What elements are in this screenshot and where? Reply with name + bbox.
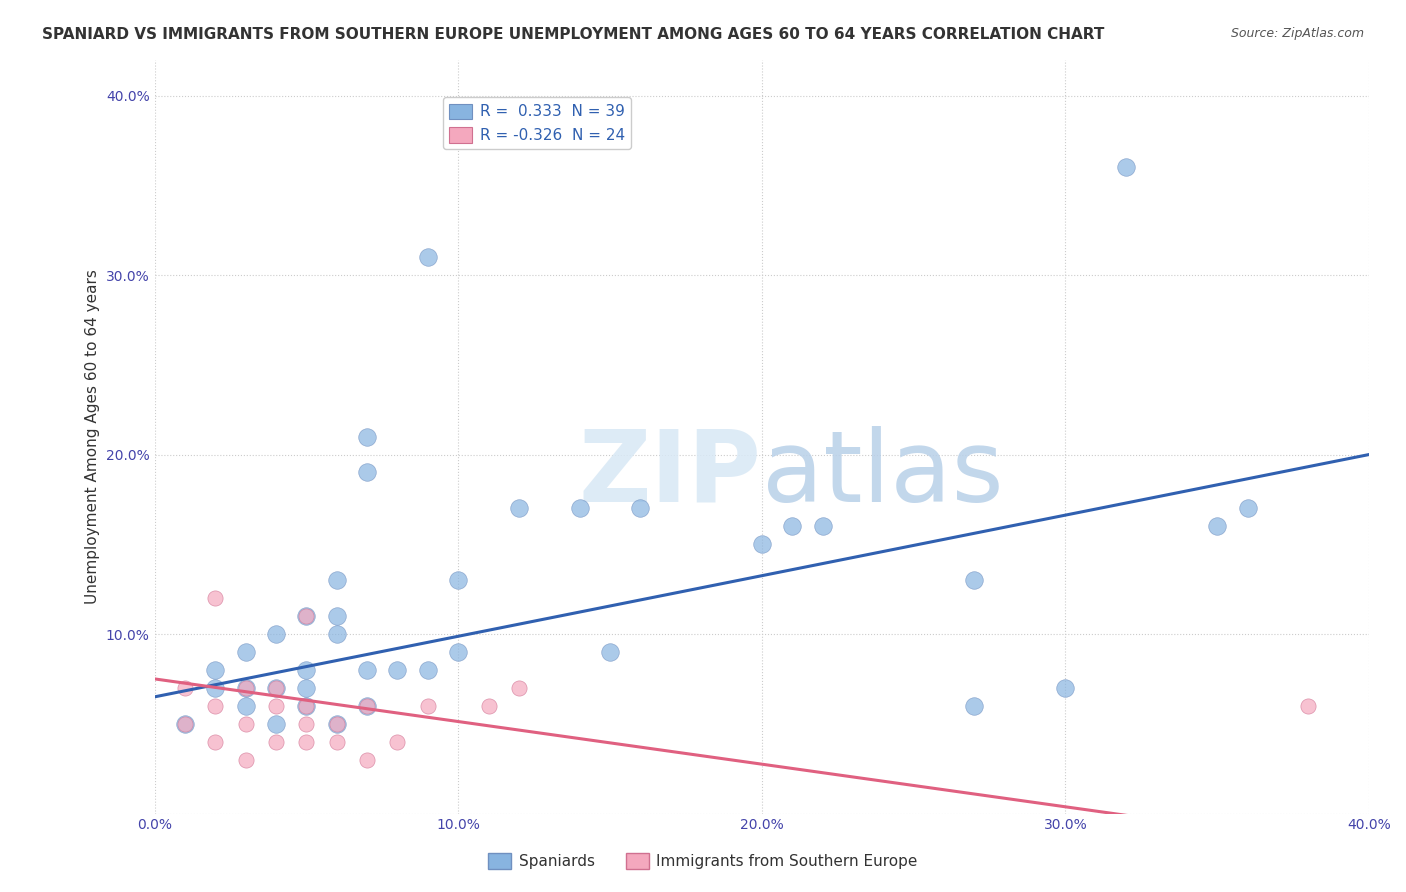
- Point: [416, 663, 439, 677]
- Legend: R =  0.333  N = 39, R = -0.326  N = 24: R = 0.333 N = 39, R = -0.326 N = 24: [443, 97, 631, 149]
- Point: [1206, 519, 1229, 533]
- Point: [628, 501, 651, 516]
- Point: [174, 716, 197, 731]
- Point: [780, 519, 803, 533]
- Point: [356, 753, 378, 767]
- Point: [356, 698, 378, 713]
- Point: [235, 681, 257, 695]
- Point: [387, 735, 409, 749]
- Point: [295, 681, 318, 695]
- Text: Source: ZipAtlas.com: Source: ZipAtlas.com: [1230, 27, 1364, 40]
- Legend: Spaniards, Immigrants from Southern Europe: Spaniards, Immigrants from Southern Euro…: [482, 847, 924, 875]
- Point: [1298, 698, 1320, 713]
- Point: [1236, 501, 1258, 516]
- Point: [447, 645, 470, 659]
- Point: [235, 645, 257, 659]
- Point: [295, 663, 318, 677]
- Point: [326, 627, 349, 641]
- Point: [174, 681, 197, 695]
- Point: [387, 663, 409, 677]
- Point: [326, 716, 349, 731]
- Point: [264, 735, 287, 749]
- Text: ZIP: ZIP: [579, 425, 762, 523]
- Point: [295, 609, 318, 624]
- Point: [963, 698, 986, 713]
- Point: [235, 753, 257, 767]
- Point: [416, 698, 439, 713]
- Point: [235, 716, 257, 731]
- Point: [204, 681, 226, 695]
- Point: [235, 681, 257, 695]
- Point: [356, 663, 378, 677]
- Point: [295, 716, 318, 731]
- Point: [235, 698, 257, 713]
- Point: [568, 501, 591, 516]
- Point: [599, 645, 621, 659]
- Point: [264, 681, 287, 695]
- Point: [204, 698, 226, 713]
- Point: [264, 681, 287, 695]
- Point: [508, 681, 530, 695]
- Point: [326, 716, 349, 731]
- Point: [478, 698, 501, 713]
- Point: [447, 573, 470, 587]
- Text: atlas: atlas: [762, 425, 1004, 523]
- Point: [356, 698, 378, 713]
- Point: [508, 501, 530, 516]
- Y-axis label: Unemployment Among Ages 60 to 64 years: Unemployment Among Ages 60 to 64 years: [86, 269, 100, 604]
- Point: [174, 716, 197, 731]
- Point: [811, 519, 834, 533]
- Point: [356, 429, 378, 443]
- Point: [295, 735, 318, 749]
- Point: [204, 663, 226, 677]
- Point: [1115, 161, 1137, 175]
- Point: [295, 698, 318, 713]
- Point: [204, 591, 226, 606]
- Point: [204, 735, 226, 749]
- Point: [751, 537, 773, 551]
- Point: [326, 573, 349, 587]
- Point: [326, 735, 349, 749]
- Point: [1054, 681, 1077, 695]
- Point: [264, 627, 287, 641]
- Point: [295, 698, 318, 713]
- Point: [963, 573, 986, 587]
- Point: [264, 716, 287, 731]
- Point: [416, 250, 439, 264]
- Point: [264, 698, 287, 713]
- Text: SPANIARD VS IMMIGRANTS FROM SOUTHERN EUROPE UNEMPLOYMENT AMONG AGES 60 TO 64 YEA: SPANIARD VS IMMIGRANTS FROM SOUTHERN EUR…: [42, 27, 1105, 42]
- Point: [356, 466, 378, 480]
- Point: [295, 609, 318, 624]
- Point: [326, 609, 349, 624]
